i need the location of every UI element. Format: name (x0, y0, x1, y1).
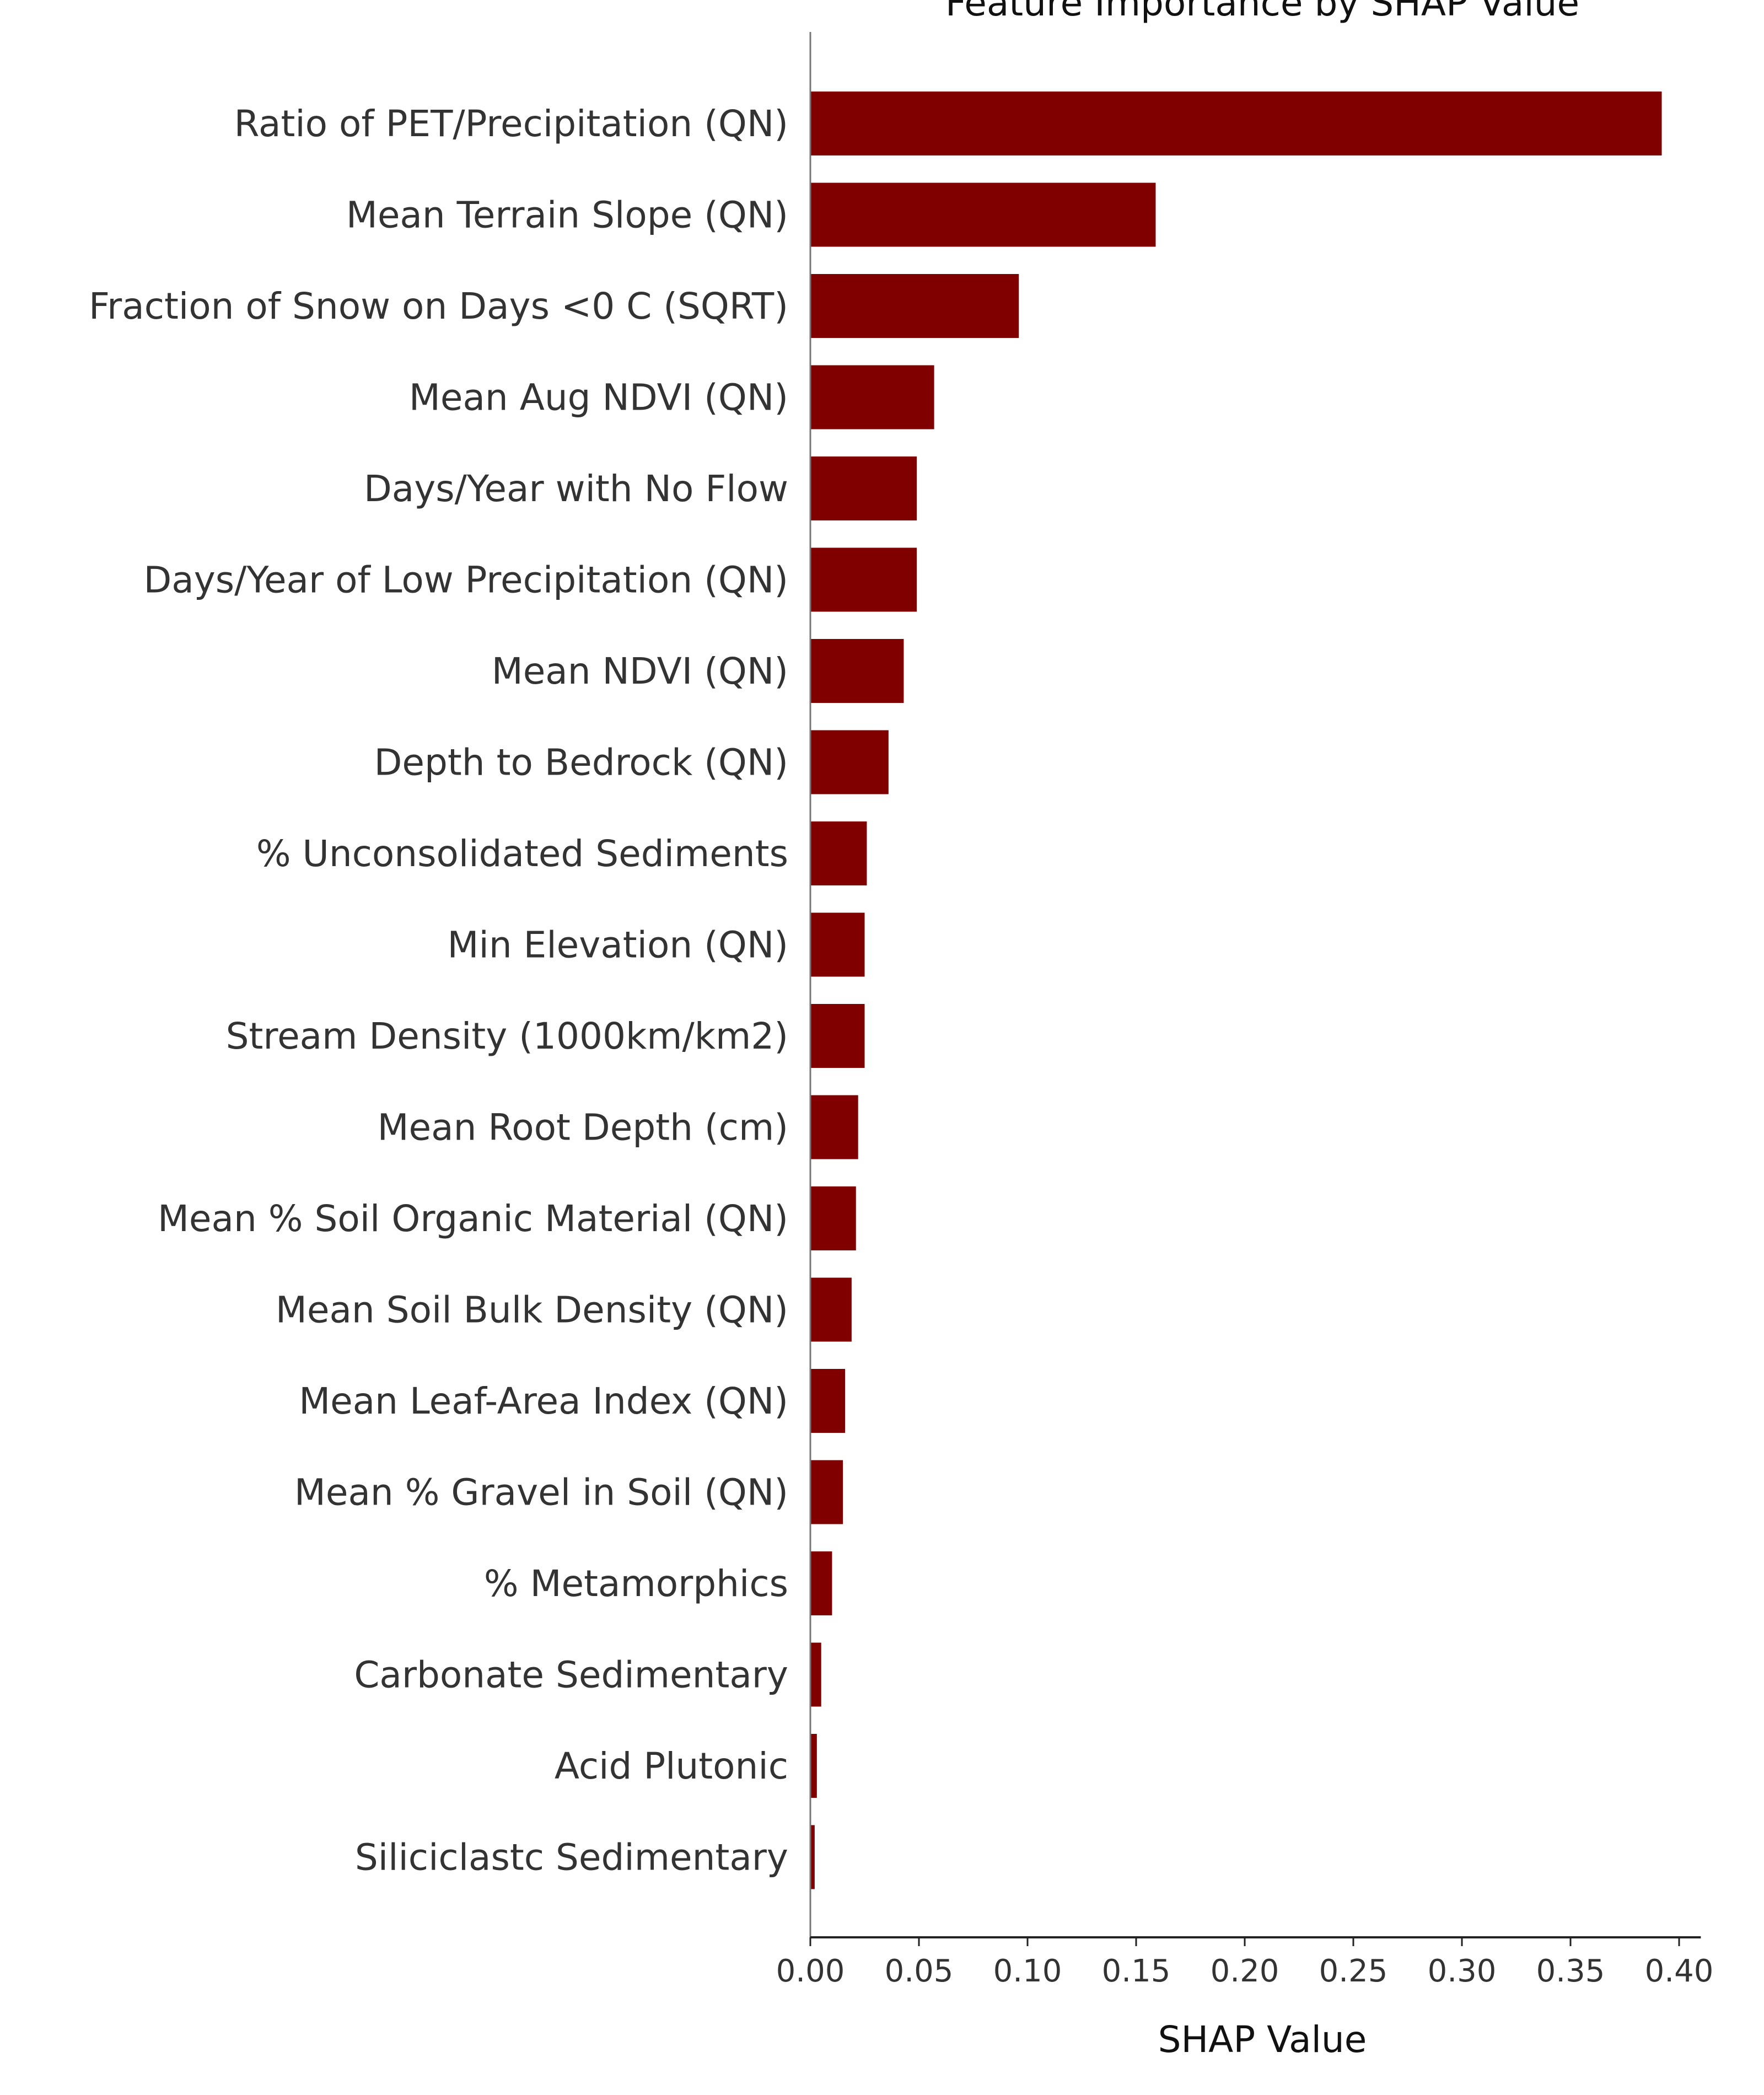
bar (810, 1825, 815, 1889)
category-label: Mean Leaf-Area Index (QN) (299, 1380, 788, 1422)
x-axis-title: SHAP Value (1158, 2018, 1367, 2061)
category-label: Carbonate Sedimentary (354, 1654, 788, 1696)
category-label: Fraction of Snow on Days <0 C (SQRT) (89, 285, 788, 327)
category-label: Stream Density (1000km/km2) (226, 1015, 788, 1057)
x-tick-label: 0.30 (1428, 1953, 1497, 1989)
category-label: Mean Terrain Slope (QN) (346, 194, 788, 237)
category-label: Mean % Gravel in Soil (QN) (294, 1471, 788, 1514)
bar (810, 547, 917, 612)
bar (810, 821, 867, 885)
category-label: Depth to Bedrock (QN) (374, 742, 788, 784)
category-label: Mean NDVI (QN) (492, 650, 788, 692)
category-label: Mean Soil Bulk Density (QN) (276, 1289, 788, 1331)
category-label: Siliciclastc Sedimentary (355, 1836, 788, 1879)
bar (810, 92, 1662, 155)
x-tick-label: 0.35 (1536, 1953, 1605, 1989)
bar (810, 1460, 843, 1524)
bar (810, 1369, 846, 1433)
bar (810, 912, 865, 977)
bars-group (810, 92, 1662, 1889)
bar (810, 639, 904, 703)
category-label: % Metamorphics (484, 1562, 788, 1605)
x-tick-label: 0.00 (776, 1953, 845, 1989)
category-label: Days/Year with No Flow (364, 468, 788, 510)
bar (810, 1734, 817, 1798)
bar (810, 1277, 852, 1342)
category-label: Ratio of PET/Precipitation (QN) (234, 103, 788, 145)
x-tick-label: 0.05 (885, 1953, 954, 1989)
bar (810, 182, 1156, 247)
category-label: Min Elevation (QN) (448, 924, 788, 966)
bar (810, 1551, 832, 1615)
category-labels: Ratio of PET/Precipitation (QN) Mean Terr… (89, 103, 788, 1879)
category-label: Days/Year of Low Precipitation (QN) (143, 559, 788, 601)
category-label: Mean % Soil Organic Material (QN) (158, 1197, 788, 1240)
bar (810, 1004, 865, 1068)
x-tick-label: 0.25 (1319, 1953, 1388, 1989)
bar (810, 456, 917, 520)
x-tick-label: 0.20 (1211, 1953, 1279, 1989)
chart-title: Feature Importance by SHAP Value (945, 0, 1579, 24)
category-label: Mean Aug NDVI (QN) (409, 377, 788, 419)
x-tick-label: 0.15 (1102, 1953, 1171, 1989)
category-label: % Unconsolidated Sediments (256, 832, 788, 875)
bar (810, 730, 889, 794)
category-label: Acid Plutonic (555, 1745, 788, 1787)
bar (810, 1642, 821, 1707)
category-label: Mean Root Depth (cm) (378, 1106, 788, 1149)
bar (810, 365, 934, 429)
bar (810, 1095, 858, 1159)
x-axis-ticks: 0.00 0.05 0.10 0.15 0.20 0.25 0.30 0.35 0.40 (776, 1937, 1714, 1989)
bar (810, 1186, 856, 1250)
x-tick-label: 0.40 (1645, 1953, 1714, 1989)
bar (810, 274, 1019, 338)
x-tick-label: 0.10 (993, 1953, 1062, 1989)
